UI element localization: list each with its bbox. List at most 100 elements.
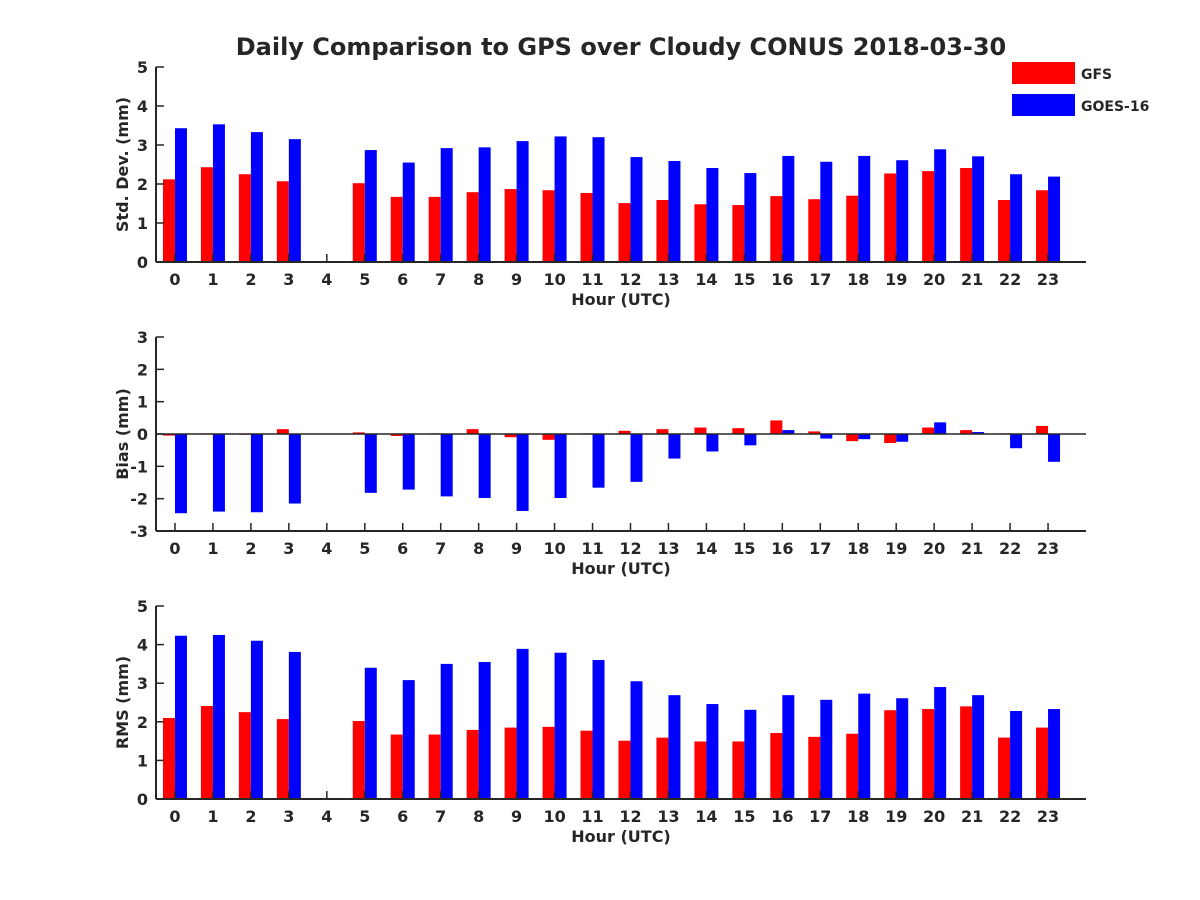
chart-panels: 0 1 2 3 4 5 6 7 8 9 10 11 12 13 14 15 16 17 18 19 20 21 22 2301…	[113, 58, 1086, 846]
x-tick-label: 15	[733, 807, 755, 826]
x-axis-label: Hour (UTC)	[571, 559, 671, 578]
y-axis-label: RMS (mm)	[113, 656, 132, 749]
x-tick-label: 1	[207, 270, 218, 289]
bar-goes-16-hour-8	[478, 147, 491, 262]
bar-gfs-hour-5	[352, 432, 365, 434]
bar-goes-16-hour-13	[668, 434, 681, 459]
bar-gfs-hour-10	[542, 434, 555, 440]
x-tick-label: 12	[619, 270, 641, 289]
panel-rms: 0 1 2 3 4 5 6 7 8 9 10 11 12 13 14 15 16 17 18 19 20 21 22 2301…	[113, 597, 1086, 846]
bar-gfs-hour-21	[960, 168, 973, 262]
bar-goes-16-hour-15	[744, 173, 757, 262]
bar-gfs-hour-8	[466, 429, 479, 434]
x-tick-label: 11	[581, 807, 603, 826]
bar-goes-16-hour-16	[782, 430, 795, 434]
panel-bias: 0 1 2 3 4 5 6 7 8 9 10 11 12 13 14 15 16 17 18 19 20 21 22 23-3…	[113, 328, 1086, 578]
x-tick-label: 4	[321, 807, 332, 826]
x-tick-label: 13	[657, 270, 679, 289]
bar-goes-16-hour-18	[858, 693, 871, 799]
y-axis-label: Std. Dev. (mm)	[113, 97, 132, 232]
bar-goes-16-hour-18	[858, 434, 871, 440]
bar-gfs-hour-21	[960, 706, 973, 799]
bar-goes-16-hour-14	[706, 168, 719, 262]
bar-goes-16-hour-23	[1048, 709, 1061, 799]
y-tick-label: 0	[137, 425, 148, 444]
bar-goes-16-hour-3	[288, 651, 301, 799]
y-tick-label: 3	[137, 136, 148, 155]
bar-gfs-hour-12	[618, 740, 631, 799]
x-tick-label: 9	[511, 270, 522, 289]
x-tick-label: 12	[619, 539, 641, 558]
x-tick-label: 13	[657, 539, 679, 558]
x-tick-label: 3	[283, 807, 294, 826]
y-tick-label: 1	[137, 751, 148, 770]
bar-gfs-hour-18	[846, 733, 859, 799]
y-tick-label: 0	[137, 253, 148, 272]
bar-gfs-hour-8	[466, 729, 479, 799]
bar-gfs-hour-5	[352, 721, 365, 799]
x-tick-label: 15	[733, 270, 755, 289]
bar-gfs-hour-20	[922, 427, 935, 434]
bar-goes-16-hour-14	[706, 704, 719, 799]
y-tick-label: 0	[137, 790, 148, 809]
bar-goes-16-hour-5	[364, 434, 377, 493]
y-tick-label: -2	[130, 490, 148, 509]
x-tick-label: 23	[1037, 807, 1059, 826]
bar-goes-16-hour-23	[1048, 176, 1061, 262]
bar-gfs-hour-12	[618, 430, 631, 434]
bar-goes-16-hour-7	[440, 663, 453, 799]
x-tick-label: 9	[511, 807, 522, 826]
x-tick-label: 0	[169, 807, 180, 826]
bar-goes-16-hour-9	[516, 434, 529, 511]
x-tick-label: 20	[923, 270, 945, 289]
x-tick-label: 1	[207, 539, 218, 558]
x-tick-label: 3	[283, 270, 294, 289]
bar-gfs-hour-23	[1036, 190, 1049, 262]
y-tick-label: 3	[137, 674, 148, 693]
bar-goes-16-hour-8	[478, 434, 491, 499]
bar-goes-16-hour-22	[1010, 174, 1023, 262]
y-tick-label: -3	[130, 522, 148, 541]
x-tick-label: 22	[999, 539, 1021, 558]
bar-gfs-hour-3	[276, 429, 289, 434]
bar-goes-16-hour-23	[1048, 434, 1061, 462]
bar-goes-16-hour-21	[972, 156, 985, 262]
x-tick-label: 6	[397, 270, 408, 289]
bar-goes-16-hour-20	[934, 687, 947, 799]
bar-goes-16-hour-22	[1010, 434, 1023, 449]
bar-goes-16-hour-1	[212, 434, 225, 512]
bar-gfs-hour-18	[846, 195, 859, 262]
bar-goes-16-hour-16	[782, 695, 795, 799]
x-tick-label: 6	[397, 807, 408, 826]
bar-gfs-hour-9	[504, 434, 517, 438]
x-tick-label: 19	[885, 539, 907, 558]
bar-goes-16-hour-13	[668, 160, 681, 262]
y-axis-label: Bias (mm)	[113, 388, 132, 480]
bar-gfs-hour-19	[884, 710, 897, 799]
bar-gfs-hour-14	[694, 741, 707, 799]
bar-gfs-hour-11	[580, 730, 593, 799]
x-tick-label: 0	[169, 539, 180, 558]
x-tick-label: 21	[961, 539, 983, 558]
bar-gfs-hour-23	[1036, 425, 1049, 434]
y-tick-label: 4	[137, 636, 148, 655]
bar-goes-16-hour-11	[592, 660, 605, 799]
bar-gfs-hour-2	[238, 712, 251, 799]
bar-goes-16-hour-15	[744, 709, 757, 799]
x-tick-label: 14	[695, 539, 717, 558]
bar-gfs-hour-3	[276, 181, 289, 262]
bar-goes-16-hour-1	[212, 124, 225, 262]
x-tick-label: 23	[1037, 270, 1059, 289]
x-tick-label: 14	[695, 270, 717, 289]
x-tick-label: 17	[809, 807, 831, 826]
bar-gfs-hour-0	[162, 434, 175, 436]
bar-goes-16-hour-9	[516, 648, 529, 799]
x-tick-label: 5	[359, 539, 370, 558]
y-tick-label: 1	[137, 214, 148, 233]
x-tick-label: 7	[435, 807, 446, 826]
bar-goes-16-hour-3	[288, 139, 301, 262]
bar-goes-16-hour-2	[250, 434, 263, 513]
x-tick-label: 4	[321, 270, 332, 289]
x-tick-label: 18	[847, 539, 869, 558]
